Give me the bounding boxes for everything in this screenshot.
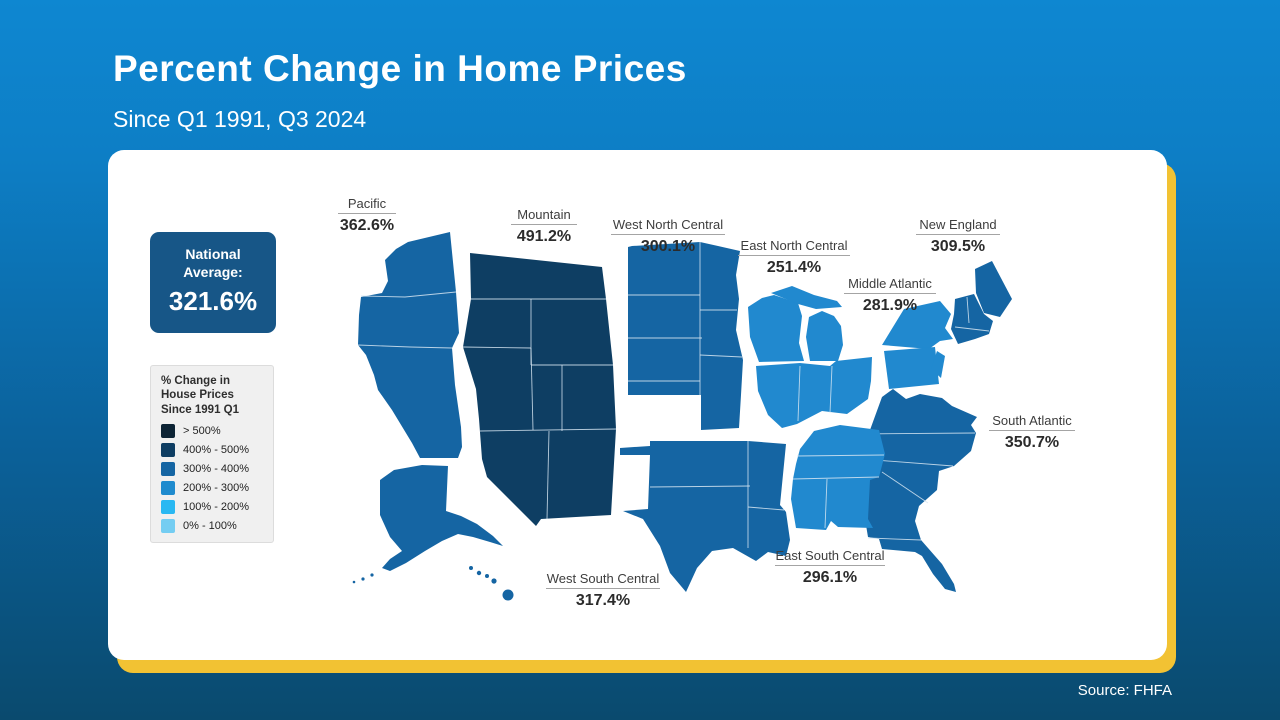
map-region-west-north-central bbox=[628, 242, 743, 430]
source-attribution: Source: FHFA bbox=[1077, 682, 1172, 699]
page-title: Percent Change in Home Prices bbox=[113, 48, 687, 89]
map-hawaii-island bbox=[485, 574, 489, 578]
region-label-east-north-central: East North Central 251.4% bbox=[733, 238, 855, 277]
national-average-label: National Average: bbox=[183, 246, 243, 281]
map-region-east-north-central-wisconsin bbox=[748, 295, 804, 362]
map-region-south-atlantic bbox=[857, 389, 977, 592]
legend-item: 200% - 300% bbox=[161, 481, 265, 496]
legend-item: 0% - 100% bbox=[161, 519, 265, 534]
map-region-east-north-central bbox=[756, 357, 872, 428]
legend-title: % Change in House Prices Since 1991 Q1 bbox=[161, 375, 239, 416]
map-aleutian-island bbox=[370, 573, 374, 577]
map-region-middle-atlantic-new-york bbox=[882, 301, 953, 349]
map-region-east-south-central bbox=[791, 425, 885, 530]
legend-item: 100% - 200% bbox=[161, 500, 265, 515]
chart-card: National Average: 321.6% % Change in Hou… bbox=[108, 150, 1167, 660]
region-label-pacific: Pacific 362.6% bbox=[335, 196, 399, 235]
map-region-middle-atlantic-new-jersey bbox=[931, 351, 945, 378]
national-average-card: National Average: 321.6% bbox=[150, 232, 276, 333]
map-region-middle-atlantic-pennsylvania bbox=[884, 347, 939, 389]
map-hawaii-island bbox=[476, 570, 482, 576]
region-label-new-england: New England 309.5% bbox=[912, 217, 1004, 256]
legend-swatch-200-300 bbox=[161, 481, 175, 496]
map-hawaii-island bbox=[502, 589, 514, 601]
region-label-west-south-central: West South Central 317.4% bbox=[545, 571, 661, 609]
legend-swatch-100-200 bbox=[161, 500, 175, 515]
region-label-mountain: Mountain 491.2% bbox=[508, 207, 580, 246]
map-aleutian-island bbox=[352, 580, 356, 584]
region-label-west-north-central: West North Central 300.1% bbox=[610, 217, 726, 255]
legend-swatch-400-500 bbox=[161, 443, 175, 458]
region-label-south-atlantic: South Atlantic 350.7% bbox=[985, 413, 1079, 452]
map-legend: % Change in House Prices Since 1991 Q1 >… bbox=[150, 365, 274, 544]
region-label-east-south-central: East South Central 296.1% bbox=[774, 548, 886, 586]
national-average-value: 321.6% bbox=[168, 286, 258, 317]
map-region-east-north-central-michigan bbox=[771, 286, 842, 309]
map-region-mountain bbox=[463, 253, 616, 526]
legend-item: 400% - 500% bbox=[161, 443, 265, 458]
region-label-middle-atlantic: Middle Atlantic 281.9% bbox=[840, 276, 940, 315]
page-subtitle: Since Q1 1991, Q3 2024 bbox=[113, 106, 367, 132]
legend-swatch-300-400 bbox=[161, 462, 175, 477]
map-region-alaska bbox=[380, 465, 503, 571]
map-region-west-south-central bbox=[620, 441, 790, 592]
map-hawaii-island bbox=[491, 578, 497, 584]
legend-item: 300% - 400% bbox=[161, 462, 265, 477]
legend-swatch-0-100 bbox=[161, 519, 175, 534]
map-region-pacific bbox=[358, 232, 462, 458]
us-census-divisions-map bbox=[352, 232, 1012, 601]
map-region-new-england-maine bbox=[975, 261, 1012, 317]
map-region-east-north-central-michigan bbox=[806, 311, 843, 361]
legend-item: > 500% bbox=[161, 424, 265, 439]
legend-swatch-gt500 bbox=[161, 424, 175, 439]
map-hawaii-island bbox=[469, 566, 473, 570]
map-region-new-england bbox=[951, 294, 993, 344]
map-aleutian-island bbox=[361, 577, 365, 581]
